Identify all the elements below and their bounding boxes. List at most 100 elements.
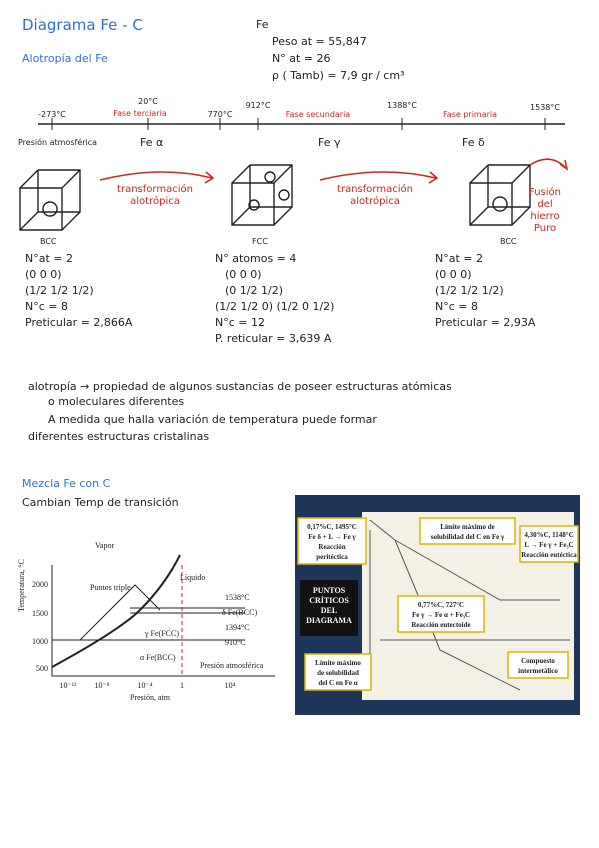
y-tick-label: 1000 bbox=[32, 637, 48, 646]
lattice-property: P. reticular = 3,639 A bbox=[215, 332, 332, 345]
title: Diagrama Fe - C bbox=[22, 16, 143, 34]
y-axis-label: Temperatura, °C bbox=[17, 559, 26, 612]
phase: Fase secundaria bbox=[286, 110, 351, 119]
lattice-label: BCC bbox=[500, 237, 517, 246]
definition-line: diferentes estructuras cristalinas bbox=[28, 430, 209, 443]
callout-box bbox=[519, 525, 579, 563]
callout-box bbox=[419, 517, 516, 545]
pressure-label: Presión atmosférica bbox=[18, 137, 97, 147]
phase-figure-label: γ Fe(FCC) bbox=[144, 629, 179, 638]
property: ρ ( Tamb) = 7,9 gr / cm³ bbox=[272, 69, 404, 82]
temperature: 1388°C bbox=[387, 101, 417, 110]
transition-label: alotrópica bbox=[130, 195, 180, 207]
transition-label: alotrópica bbox=[350, 195, 400, 207]
mixture-subtitle: Cambian Temp de transición bbox=[22, 496, 179, 509]
phase-figure-label: Presión atmosférica bbox=[200, 661, 264, 670]
phase-figure-label: δ Fe(BCC) bbox=[222, 608, 257, 617]
callout-text: 0,17%C, 1495°C bbox=[307, 523, 357, 531]
lattice-property: Preticular = 2,866A bbox=[25, 316, 133, 329]
x-tick-label: 10⁻⁸ bbox=[94, 681, 109, 690]
lattice-property: N°c = 8 bbox=[25, 300, 68, 313]
critical-title: DEL bbox=[321, 606, 337, 615]
transition-label: Fusión bbox=[529, 186, 561, 198]
callout-text: Reacción eutectoide bbox=[411, 621, 470, 629]
x-tick-label: 10⁻¹² bbox=[59, 681, 77, 690]
temperature: 770°C bbox=[208, 110, 233, 119]
transition-label: transformación bbox=[117, 183, 193, 195]
critical-title: DIAGRAMA bbox=[306, 616, 352, 625]
callout-text: Fe δ + L → Fe γ bbox=[308, 533, 356, 541]
x-tick-label: 10⁻⁴ bbox=[137, 681, 152, 690]
temperature: 912°C bbox=[246, 101, 271, 110]
definition-line: A medida que halla variación de temperat… bbox=[48, 413, 377, 426]
y-tick-label: 500 bbox=[36, 664, 48, 673]
property: N° at = 26 bbox=[272, 52, 331, 65]
temperature: 20°C bbox=[138, 97, 158, 106]
callout-text: 4,30%C, 1148°C bbox=[524, 531, 573, 539]
callout-text: 0,77%C, 727°C bbox=[418, 601, 464, 609]
callout-text: peritéctica bbox=[316, 553, 348, 561]
transition-label: del bbox=[537, 199, 552, 210]
callout-text: del C en Fe α bbox=[318, 679, 357, 687]
transition-label: Puro bbox=[534, 223, 556, 234]
x-tick-label: 10⁴ bbox=[225, 681, 236, 690]
phase-figure-label: 910°C bbox=[225, 638, 246, 647]
critical-title: CRÍTICOS bbox=[309, 595, 349, 605]
critical-title: PUNTOS bbox=[313, 586, 346, 595]
lattice-property: (0 0 0) bbox=[225, 268, 262, 281]
mixture-title: Mezcla Fe con C bbox=[22, 477, 111, 490]
subtitle: Alotropía del Fe bbox=[22, 52, 108, 65]
cubes bbox=[19, 158, 569, 231]
lattice-label: FCC bbox=[252, 237, 268, 246]
callout-text: L → Fe γ + Fe₃C bbox=[524, 541, 573, 549]
callout-text: solubilidad del C en Fe γ bbox=[431, 533, 505, 541]
x-axis-label: Presión, atm bbox=[130, 693, 171, 702]
iron-form: Fe α bbox=[140, 136, 163, 149]
lattice-property: (0 1/2 1/2) bbox=[225, 284, 283, 297]
lattice-property: (1/2 1/2 0) (1/2 0 1/2) bbox=[215, 300, 334, 313]
lattice-property: (1/2 1/2 1/2) bbox=[25, 284, 94, 297]
callout-box bbox=[297, 517, 367, 565]
property: Peso at = 55,847 bbox=[272, 35, 367, 48]
lattice-property: N° atomos = 4 bbox=[215, 252, 296, 265]
callout-text: Reacción bbox=[318, 543, 345, 551]
y-tick-label: 1500 bbox=[32, 609, 48, 618]
callout-text: Compuesto bbox=[521, 657, 555, 665]
phase: Fase terciaria bbox=[113, 109, 167, 118]
callout-box bbox=[397, 595, 485, 633]
lattice-property: N°c = 8 bbox=[435, 300, 478, 313]
temperature: 1538°C bbox=[530, 103, 560, 112]
phase-figure-label: α Fe(BCC) bbox=[140, 653, 176, 662]
phase-figure-label: 1394°C bbox=[225, 623, 250, 632]
callout-text: Fe γ → Fe α + Fe₃C bbox=[412, 611, 470, 619]
callout-text: de solubilidad bbox=[317, 669, 359, 677]
symbol: Fe bbox=[256, 18, 269, 31]
transition-label: hierro bbox=[530, 211, 559, 222]
callout-text: Reacción eutéctica bbox=[521, 551, 577, 559]
temperature: -273°C bbox=[38, 110, 66, 119]
lattice-property: (0 0 0) bbox=[435, 268, 472, 281]
lattice-property: (1/2 1/2 1/2) bbox=[435, 284, 504, 297]
phase-figure-label: Vapor bbox=[95, 541, 114, 550]
callout-text: Límite máximo de bbox=[440, 523, 494, 531]
phase-figure: Temperatura, °C Presión, atm bbox=[17, 554, 275, 702]
lattice-property: N°at = 2 bbox=[435, 252, 483, 265]
iron-form: Fe δ bbox=[462, 136, 485, 149]
lattice-property: N°at = 2 bbox=[25, 252, 73, 265]
phase-figure-label: Puntos triple bbox=[90, 583, 131, 592]
transition-label: transformación bbox=[337, 183, 413, 195]
phase-figure-label: 1538°C bbox=[225, 593, 250, 602]
phase-figure-label: Líquido bbox=[180, 573, 205, 582]
lattice-property: Preticular = 2,93A bbox=[435, 316, 536, 329]
callout-box bbox=[507, 651, 569, 679]
x-tick-label: 1 bbox=[180, 681, 184, 690]
lattice-property: (0 0 0) bbox=[25, 268, 62, 281]
phase: Fase primaria bbox=[443, 110, 497, 119]
callout-text: Límite máximo bbox=[315, 659, 361, 667]
definition-line: o moleculares diferentes bbox=[48, 395, 184, 408]
y-tick-label: 2000 bbox=[32, 580, 48, 589]
iron-form: Fe γ bbox=[318, 136, 341, 149]
callout-box bbox=[304, 653, 372, 691]
callout-text: intermetálico bbox=[518, 667, 558, 675]
